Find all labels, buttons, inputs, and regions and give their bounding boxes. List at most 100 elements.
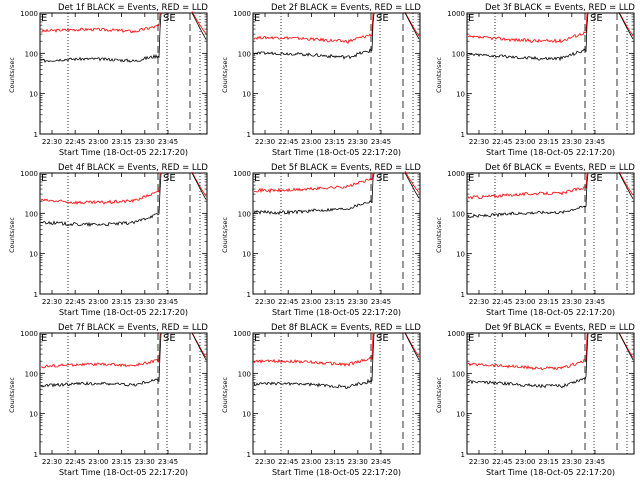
y-tick-label: 100 [238, 210, 251, 218]
x-tick-label: 23:00 [88, 138, 108, 146]
x-tick-label: 23:45 [585, 458, 605, 466]
series-black-line [467, 173, 589, 218]
y-tick-label: 100 [238, 50, 251, 58]
plot-frame [39, 12, 208, 135]
x-tick-label: 22:45 [65, 138, 85, 146]
x-axis-label: Start Time (18-Oct-05 22:17:20) [486, 148, 615, 157]
chart-panel-9: Det 9f BLACK = Events, RED = LLD Counts/s… [435, 323, 635, 477]
series-red-tail [191, 171, 207, 197]
x-tick-label: 23:15 [325, 298, 345, 306]
series-black-tail [618, 12, 634, 40]
y-axis-label: Counts/sec [221, 217, 229, 253]
annotation-e: E [41, 13, 47, 24]
x-tick-label: 23:15 [539, 298, 559, 306]
y-tick-label: 1000 [447, 330, 465, 338]
x-axis-label: Start Time (18-Oct-05 22:17:20) [59, 308, 188, 317]
y-axis-label: Counts/sec [8, 217, 16, 253]
x-tick-label: 23:00 [88, 298, 108, 306]
x-tick-label: 22:45 [278, 458, 298, 466]
chart-panel-5: Det 5f BLACK = Events, RED = LLD Counts/s… [221, 163, 421, 317]
chart-title: Det 8f BLACK = Events, RED = LLD [271, 323, 421, 333]
chart-title: Det 9f BLACK = Events, RED = LLD [485, 323, 635, 333]
chart-panel-8: Det 8f BLACK = Events, RED = LLD Counts/s… [221, 323, 421, 477]
x-tick-label: 23:30 [348, 138, 368, 146]
x-tick-label: 22:30 [42, 138, 62, 146]
series-black-line [253, 13, 375, 60]
series-black-line [40, 173, 162, 228]
chart-title: Det 6f BLACK = Events, RED = LLD [485, 163, 635, 173]
y-tick-label: 1000 [233, 10, 251, 18]
annotation-e: E [41, 333, 47, 344]
x-tick-label: 23:45 [585, 298, 605, 306]
chart-panel-1: Det 1f BLACK = Events, RED = LLD Counts/s… [8, 3, 208, 157]
annotation-e: E [468, 333, 474, 344]
x-axis-label: Start Time (18-Oct-05 22:17:20) [59, 468, 188, 477]
x-axis-label: Start Time (18-Oct-05 22:17:20) [272, 148, 401, 157]
x-axis-label: Start Time (18-Oct-05 22:17:20) [272, 468, 401, 477]
series-black-tail [191, 12, 207, 40]
series-black-line [40, 13, 162, 63]
series-red-line [40, 332, 162, 369]
annotation-se: SE [163, 333, 176, 344]
series-black-line [40, 333, 162, 388]
series-black-tail [404, 332, 420, 361]
x-tick-label: 23:30 [135, 298, 155, 306]
x-tick-label: 23:15 [539, 458, 559, 466]
y-tick-label: 1000 [233, 330, 251, 338]
series-red-line [40, 172, 161, 206]
annotation-e: E [254, 333, 260, 344]
plot-frame [39, 332, 208, 455]
annotation-e: E [254, 173, 260, 184]
y-tick-label: 1 [34, 451, 38, 459]
x-tick-label: 23:00 [301, 458, 321, 466]
x-axis-label: Start Time (18-Oct-05 22:17:20) [486, 468, 615, 477]
series-red-tail [618, 11, 634, 37]
x-tick-label: 23:45 [158, 138, 178, 146]
series-red-tail [404, 170, 420, 193]
series-red-tail [191, 11, 207, 35]
series-black-tail [191, 172, 207, 200]
x-axis-label: Start Time (18-Oct-05 22:17:20) [59, 148, 188, 157]
y-tick-label: 1 [34, 291, 38, 299]
x-tick-label: 23:45 [371, 298, 391, 306]
plot-frame [252, 332, 421, 455]
series-red-line [467, 12, 588, 44]
x-tick-label: 22:30 [469, 138, 489, 146]
y-tick-label: 10 [242, 251, 251, 259]
chart-panel-2: Det 2f BLACK = Events, RED = LLD Counts/s… [221, 3, 421, 157]
y-tick-label: 100 [452, 50, 465, 58]
y-tick-label: 100 [238, 370, 251, 378]
y-tick-label: 100 [25, 50, 38, 58]
x-tick-label: 23:00 [301, 298, 321, 306]
x-tick-label: 23:00 [515, 138, 535, 146]
y-tick-label: 100 [452, 370, 465, 378]
chart-title: Det 4f BLACK = Events, RED = LLD [58, 163, 208, 173]
y-tick-label: 10 [456, 411, 465, 419]
plot-frame [252, 12, 421, 135]
y-tick-label: 10 [242, 91, 251, 99]
y-tick-label: 10 [456, 91, 465, 99]
series-black-tail [618, 332, 634, 360]
chart-panel-3: Det 3f BLACK = Events, RED = LLD Counts/s… [435, 3, 635, 157]
annotation-se: SE [376, 333, 389, 344]
x-tick-label: 22:30 [469, 458, 489, 466]
annotation-e: E [468, 13, 474, 24]
annotation-se: SE [590, 13, 603, 24]
x-tick-label: 23:45 [158, 298, 178, 306]
series-red-line [254, 172, 374, 194]
x-tick-label: 22:45 [65, 458, 85, 466]
y-axis-label: Counts/sec [435, 57, 443, 93]
y-tick-label: 1000 [233, 170, 251, 178]
x-tick-label: 22:45 [492, 458, 512, 466]
y-axis-label: Counts/sec [435, 217, 443, 253]
series-red-line [467, 332, 589, 371]
y-axis-label: Counts/sec [8, 377, 16, 413]
chart-title: Det 3f BLACK = Events, RED = LLD [485, 3, 635, 13]
x-tick-label: 23:00 [515, 298, 535, 306]
series-red-tail [618, 171, 634, 196]
x-tick-label: 23:00 [515, 458, 535, 466]
x-tick-label: 23:15 [112, 298, 132, 306]
series-black-line [467, 333, 589, 389]
x-tick-label: 23:00 [301, 138, 321, 146]
x-tick-label: 22:45 [492, 298, 512, 306]
